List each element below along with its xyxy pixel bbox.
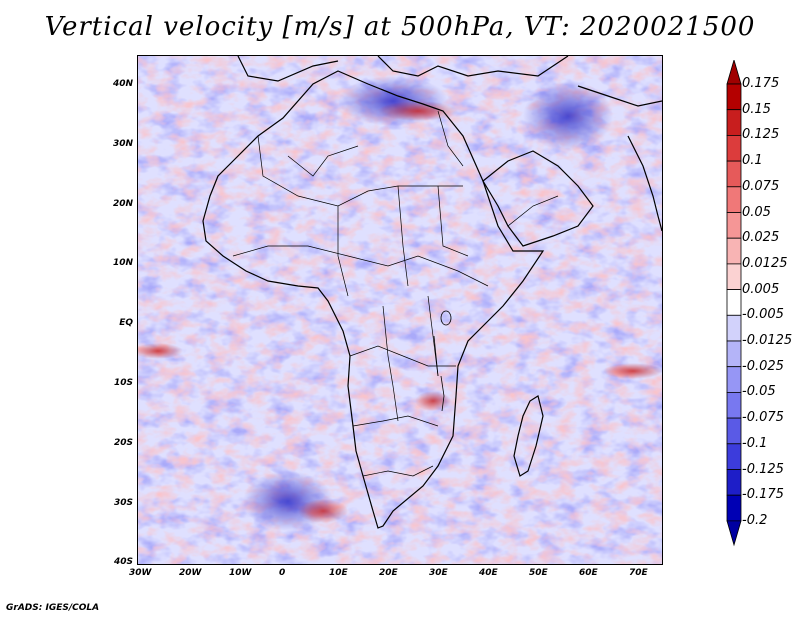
colorbar-segment (726, 237, 742, 265)
latitude-tick-label: 30S (113, 497, 133, 508)
colorbar-tick-label: -0.0125 (742, 333, 793, 348)
colorbar-segment (726, 263, 742, 290)
longitude-tick-label: 30E (429, 568, 448, 578)
chart-title: Vertical velocity [m/s] at 500hPa, VT: 2… (44, 12, 756, 42)
colorbar-top-arrow (726, 60, 742, 85)
lakes (433, 310, 452, 412)
colorbar-segment (726, 443, 742, 470)
colorbar-segment (726, 289, 742, 316)
strong-ascent-region (523, 81, 613, 151)
latitude-tick-label: 30N (112, 138, 133, 149)
credit-text: GrADS: IGES/COLA (6, 603, 100, 613)
strong-subsidence-region (603, 363, 662, 379)
colorbar-segment (726, 109, 742, 136)
strong-subsidence-region (138, 343, 183, 359)
colorbar-segment (726, 314, 742, 342)
map-panel (137, 55, 663, 565)
colorbar-tick-label: -0.025 (742, 358, 784, 374)
strong-subsidence-region (378, 101, 458, 121)
vertical-velocity-field (138, 56, 662, 564)
colorbar (726, 60, 742, 547)
colorbar-bottom-arrow (726, 520, 742, 547)
latitude-tick-label: 20N (112, 198, 133, 209)
colorbar-segment (726, 135, 742, 162)
colorbar-segment (726, 469, 742, 496)
colorbar-tick-label: 0.075 (742, 178, 780, 194)
longitude-tick-label: 40E (479, 568, 498, 578)
longitude-tick-label: 30W (129, 568, 152, 578)
longitude-tick-label: 20E (379, 568, 398, 578)
colorbar-tick-label: -0.05 (742, 384, 776, 400)
longitude-tick-label: 60E (579, 568, 598, 578)
coastlines (202, 56, 662, 529)
colorbar-tick-label: -0.125 (742, 461, 784, 477)
colorbar-tick-label: 0.05 (742, 204, 771, 220)
colorbar-segment (726, 391, 742, 419)
colorbar-tick-label: -0.1 (742, 435, 768, 451)
longitude-tick-label: 10E (329, 568, 348, 578)
longitude-tick-label: 10W (229, 568, 252, 578)
colorbar-tick-label: 0.125 (742, 127, 780, 143)
longitude-tick-label: 20W (179, 568, 202, 578)
strong-subsidence-region (415, 391, 451, 411)
latitude-tick-label: 40N (112, 79, 133, 89)
latitude-tick-label: EQ (119, 318, 133, 329)
colorbar-segment (726, 83, 742, 111)
colorbar-segment (726, 366, 742, 393)
longitude-tick-label: 0 (279, 568, 286, 578)
colorbar-segment (726, 340, 742, 368)
colorbar-tick-label: -0.005 (742, 307, 784, 323)
country-borders (232, 110, 559, 477)
latitude-tick-label: 20S (113, 437, 133, 448)
colorbar-tick-label: 0.175 (742, 76, 780, 91)
colorbar-tick-label: 0.0125 (742, 255, 788, 271)
longitude-tick-label: 50E (529, 568, 548, 578)
colorbar-segment (726, 186, 742, 213)
colorbar-tick-label: 0.005 (742, 281, 780, 297)
colorbar-segment (726, 494, 742, 522)
colorbar-tick-label: 0.15 (742, 101, 771, 117)
strong-subsidence-region (298, 499, 348, 523)
longitude-tick-label: 70E (629, 568, 648, 578)
colorbar-tick-label: -0.075 (742, 410, 784, 426)
colorbar-segment (726, 212, 742, 239)
latitude-tick-label: 10N (112, 258, 133, 269)
colorbar-tick-label: 0.025 (742, 230, 780, 246)
colorbar-tick-label: 0.1 (742, 153, 763, 169)
colorbar-tick-label: -0.175 (742, 487, 784, 503)
latitude-tick-label: 40S (113, 557, 133, 568)
colorbar-segment (726, 417, 742, 445)
latitude-tick-label: 10S (113, 378, 133, 388)
colorbar-segment (726, 160, 742, 188)
colorbar-tick-label: -0.2 (742, 512, 768, 528)
